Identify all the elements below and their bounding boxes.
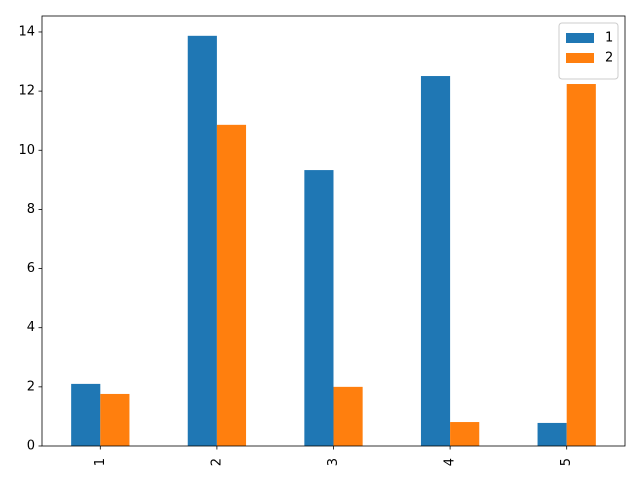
x-tick-label: 3 bbox=[326, 458, 341, 466]
y-tick-label: 14 bbox=[18, 24, 35, 39]
legend-swatch bbox=[566, 53, 594, 63]
bar bbox=[216, 124, 247, 446]
bar bbox=[71, 383, 101, 446]
legend-label: 2 bbox=[605, 51, 613, 66]
y-tick-label: 10 bbox=[18, 143, 35, 158]
bar bbox=[420, 76, 451, 446]
plot-frame bbox=[41, 15, 626, 447]
bar bbox=[187, 35, 217, 447]
y-tick-label: 4 bbox=[27, 320, 35, 335]
bar bbox=[450, 422, 480, 446]
x-tick-label: 2 bbox=[209, 458, 224, 466]
bar bbox=[566, 84, 596, 446]
y-tick-label: 12 bbox=[18, 84, 35, 99]
bar bbox=[100, 393, 130, 446]
x-tick-label: 4 bbox=[443, 458, 458, 466]
y-tick-label: 8 bbox=[27, 202, 35, 217]
legend-swatch bbox=[566, 33, 594, 43]
y-tick-label: 6 bbox=[27, 261, 35, 276]
x-tick-label: 5 bbox=[559, 458, 574, 466]
legend-label: 1 bbox=[605, 31, 613, 46]
bar bbox=[537, 422, 567, 446]
y-tick-label: 2 bbox=[27, 379, 35, 394]
bar bbox=[333, 386, 363, 446]
x-tick-label: 1 bbox=[93, 458, 108, 466]
bar bbox=[304, 170, 334, 446]
y-tick-label: 0 bbox=[27, 439, 35, 454]
